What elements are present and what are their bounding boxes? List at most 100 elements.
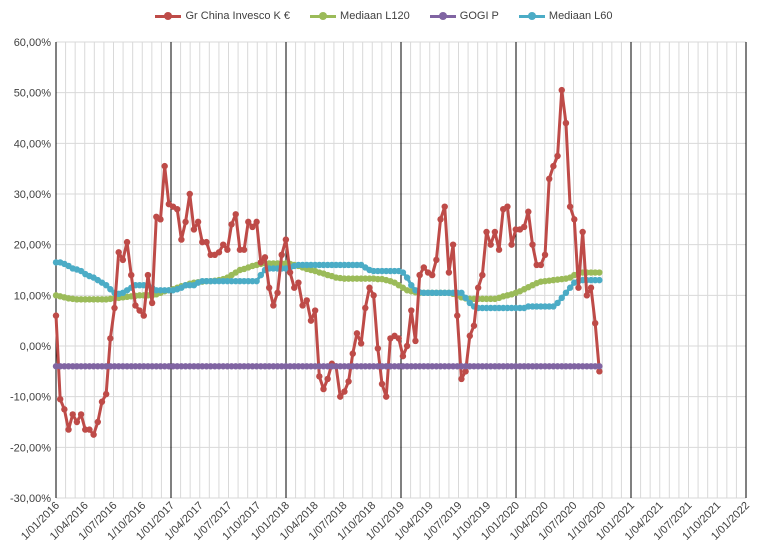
data-point-0 <box>433 256 440 264</box>
y-tick-label: -30,00% <box>10 493 51 505</box>
legend-item-mediaan-l120: Mediaan L120 <box>310 6 410 26</box>
data-point-0 <box>90 431 97 438</box>
legend-swatch-mediaan-l120 <box>310 10 337 22</box>
data-point-0 <box>316 373 323 380</box>
data-point-3 <box>462 294 469 302</box>
data-point-3 <box>253 277 260 285</box>
data-point-0 <box>219 241 227 248</box>
data-point-3 <box>562 289 570 296</box>
data-point-0 <box>232 211 239 218</box>
data-point-0 <box>98 398 106 405</box>
data-point-0 <box>587 284 595 291</box>
data-point-3 <box>466 299 474 307</box>
data-point-0 <box>320 385 327 393</box>
data-point-3 <box>408 282 415 289</box>
data-point-0 <box>224 246 231 253</box>
data-point-0 <box>186 190 193 198</box>
data-point-0 <box>374 345 382 352</box>
data-point-0 <box>487 241 494 248</box>
data-point-0 <box>161 162 168 170</box>
y-tick-label: -20,00% <box>10 442 51 454</box>
data-point-0 <box>240 246 248 253</box>
data-point-0 <box>52 312 60 319</box>
data-point-0 <box>270 302 277 309</box>
legend-label-gr-china: Gr China Invesco K € <box>185 10 291 22</box>
data-point-0 <box>591 320 599 327</box>
legend-swatch-mediaan-l60 <box>518 10 545 22</box>
data-point-3 <box>403 274 411 281</box>
data-point-3 <box>399 269 407 276</box>
data-point-0 <box>420 264 428 271</box>
data-point-0 <box>470 322 478 329</box>
data-point-0 <box>291 284 298 291</box>
data-point-0 <box>575 284 582 291</box>
data-point-0 <box>144 271 152 279</box>
data-point-0 <box>194 218 202 226</box>
data-point-0 <box>579 228 586 236</box>
y-tick-label: 30,00% <box>14 189 52 201</box>
data-point-0 <box>324 375 331 383</box>
data-point-0 <box>265 284 273 291</box>
data-point-3 <box>596 276 603 284</box>
data-point-0 <box>182 218 189 226</box>
legend-item-mediaan-l60: Mediaan L60 <box>518 6 613 26</box>
data-point-0 <box>408 307 415 314</box>
legend-swatch-gogi-p <box>429 10 456 22</box>
y-tick-label: 0,00% <box>20 341 51 353</box>
data-point-0 <box>454 312 461 319</box>
data-point-0 <box>483 228 490 236</box>
data-point-0 <box>562 119 570 127</box>
data-point-3 <box>458 289 465 296</box>
data-point-0 <box>520 223 528 231</box>
data-point-0 <box>228 221 235 228</box>
legend-label-gogi-p: GOGI P <box>459 10 499 22</box>
data-point-0 <box>311 307 319 314</box>
data-point-0 <box>253 218 260 226</box>
data-point-3 <box>554 299 561 307</box>
data-point-0 <box>174 206 181 213</box>
data-point-0 <box>362 304 369 312</box>
data-point-0 <box>529 241 536 248</box>
data-point-0 <box>571 216 578 223</box>
data-point-0 <box>353 330 361 337</box>
data-point-0 <box>441 203 448 210</box>
data-point-1 <box>596 269 603 276</box>
chart-legend: Gr China Invesco K € Mediaan L120 GOGI P… <box>0 6 768 26</box>
y-tick-label: 60,00% <box>14 37 52 49</box>
data-point-0 <box>399 352 407 360</box>
data-point-0 <box>416 271 423 279</box>
data-point-3 <box>107 286 114 293</box>
data-point-0 <box>341 388 348 395</box>
data-point-0 <box>102 390 110 398</box>
y-tick-label: 50,00% <box>14 88 52 100</box>
data-point-0 <box>357 340 365 347</box>
data-point-3 <box>558 294 565 302</box>
data-point-0 <box>550 162 557 170</box>
data-point-0 <box>128 271 135 279</box>
data-point-0 <box>541 251 549 258</box>
data-point-0 <box>383 393 390 400</box>
data-point-0 <box>508 241 515 248</box>
legend-item-gr-china: Gr China Invesco K € <box>155 6 290 26</box>
data-point-0 <box>257 259 265 266</box>
data-point-0 <box>458 375 465 383</box>
data-point-0 <box>474 284 482 291</box>
legend-label-mediaan-l120: Mediaan L120 <box>340 10 410 22</box>
y-tick-label: 20,00% <box>14 240 52 252</box>
y-tick-label: -10,00% <box>10 392 51 404</box>
data-point-0 <box>366 284 373 291</box>
data-point-0 <box>73 418 81 426</box>
data-point-0 <box>107 335 114 342</box>
data-point-0 <box>56 396 64 403</box>
data-point-0 <box>596 368 603 375</box>
data-point-0 <box>111 304 118 312</box>
data-point-0 <box>337 393 344 400</box>
data-point-0 <box>245 218 252 226</box>
data-point-0 <box>286 269 294 276</box>
legend-label-mediaan-l60: Mediaan L60 <box>548 10 613 22</box>
data-point-0 <box>190 226 198 233</box>
data-point-0 <box>69 411 76 418</box>
data-point-0 <box>412 337 419 345</box>
data-point-0 <box>295 279 302 286</box>
data-point-0 <box>132 302 139 309</box>
